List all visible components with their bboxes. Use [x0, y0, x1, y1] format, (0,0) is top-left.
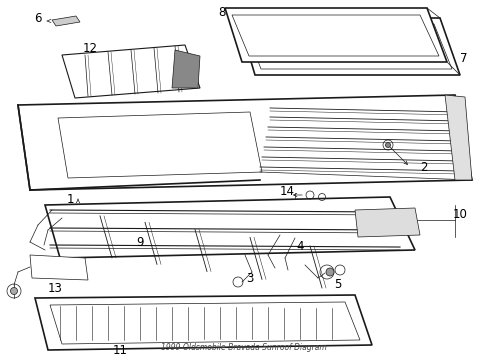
Text: 9: 9: [136, 235, 143, 248]
Polygon shape: [58, 112, 262, 178]
Polygon shape: [18, 95, 471, 190]
Text: 10: 10: [451, 208, 467, 221]
Polygon shape: [52, 16, 80, 26]
Text: 8: 8: [218, 5, 225, 18]
Circle shape: [385, 143, 390, 148]
Polygon shape: [62, 45, 200, 98]
Text: 3: 3: [246, 271, 253, 284]
Polygon shape: [444, 95, 471, 180]
Text: 5: 5: [334, 279, 341, 292]
Polygon shape: [30, 255, 88, 280]
Text: 13: 13: [47, 283, 62, 296]
Text: 2: 2: [419, 162, 427, 175]
Polygon shape: [354, 208, 419, 237]
Text: 12: 12: [82, 41, 97, 54]
Text: 11: 11: [112, 345, 127, 357]
Polygon shape: [238, 18, 459, 75]
Circle shape: [10, 288, 18, 294]
Text: 1999 Oldsmobile Bravada Sunroof Diagram: 1999 Oldsmobile Bravada Sunroof Diagram: [161, 343, 326, 352]
Text: 4: 4: [296, 240, 303, 253]
Polygon shape: [224, 8, 446, 62]
Polygon shape: [35, 295, 371, 350]
Text: 1: 1: [66, 193, 74, 207]
Text: 7: 7: [459, 51, 467, 64]
Polygon shape: [45, 197, 414, 258]
Text: 14: 14: [279, 185, 294, 198]
Circle shape: [325, 268, 333, 276]
Polygon shape: [172, 50, 200, 88]
Text: 6: 6: [34, 13, 41, 26]
